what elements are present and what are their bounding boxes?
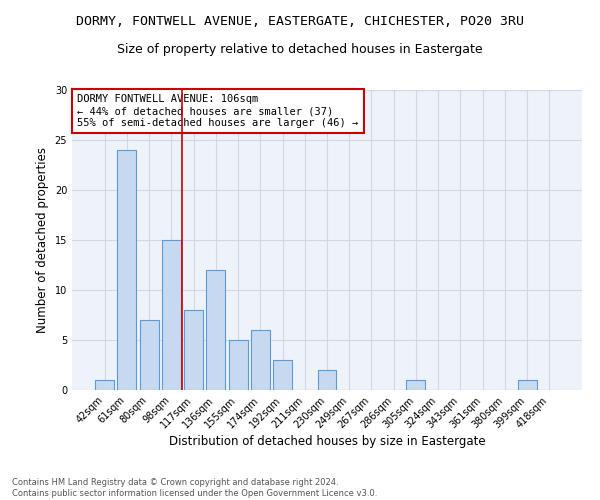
- Bar: [518, 380, 536, 390]
- Bar: [406, 380, 425, 390]
- Text: Contains HM Land Registry data © Crown copyright and database right 2024.
Contai: Contains HM Land Registry data © Crown c…: [12, 478, 377, 498]
- Text: DORMY, FONTWELL AVENUE, EASTERGATE, CHICHESTER, PO20 3RU: DORMY, FONTWELL AVENUE, EASTERGATE, CHIC…: [76, 15, 524, 28]
- Bar: [95, 380, 114, 390]
- Bar: [140, 320, 158, 390]
- Bar: [251, 330, 270, 390]
- Bar: [184, 310, 203, 390]
- Y-axis label: Number of detached properties: Number of detached properties: [36, 147, 49, 333]
- Text: Size of property relative to detached houses in Eastergate: Size of property relative to detached ho…: [117, 42, 483, 56]
- Bar: [273, 360, 292, 390]
- Text: DORMY FONTWELL AVENUE: 106sqm
← 44% of detached houses are smaller (37)
55% of s: DORMY FONTWELL AVENUE: 106sqm ← 44% of d…: [77, 94, 358, 128]
- Bar: [118, 150, 136, 390]
- Bar: [206, 270, 225, 390]
- Bar: [317, 370, 337, 390]
- Bar: [162, 240, 181, 390]
- X-axis label: Distribution of detached houses by size in Eastergate: Distribution of detached houses by size …: [169, 436, 485, 448]
- Bar: [229, 340, 248, 390]
